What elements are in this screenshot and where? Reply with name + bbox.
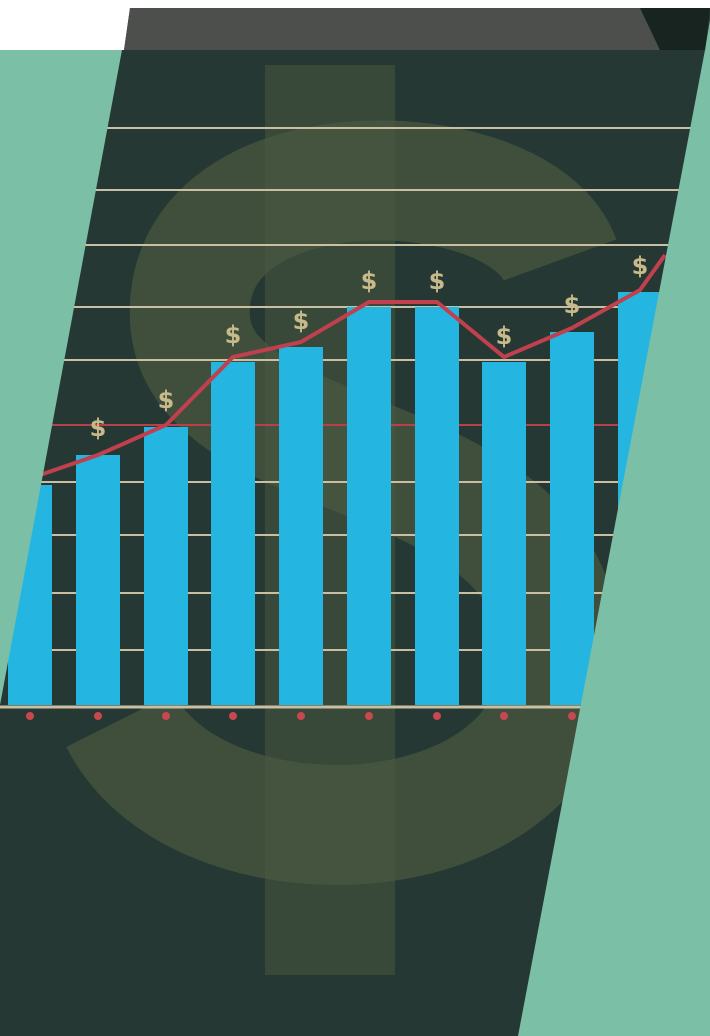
dollar-label: $	[90, 414, 107, 442]
dollar-label: $	[361, 267, 378, 295]
trend-line	[39, 253, 667, 477]
top-white-strip	[0, 0, 710, 50]
dollar-label: $	[632, 252, 649, 280]
dollar-labels: $ $ $ $ $ $ $ $ $	[90, 252, 649, 442]
dollar-label: $	[293, 307, 310, 335]
dollar-label: $	[158, 386, 175, 414]
top-gray-band	[124, 8, 660, 50]
dollar-label: $	[564, 291, 581, 319]
axis-dots	[26, 712, 576, 720]
top-corner	[640, 8, 710, 50]
left-teal-panel	[0, 50, 122, 705]
dollar-label: $	[429, 267, 446, 295]
right-teal-panel	[518, 20, 710, 1036]
dollar-label: $	[225, 321, 242, 349]
dollar-label: $	[496, 322, 513, 350]
